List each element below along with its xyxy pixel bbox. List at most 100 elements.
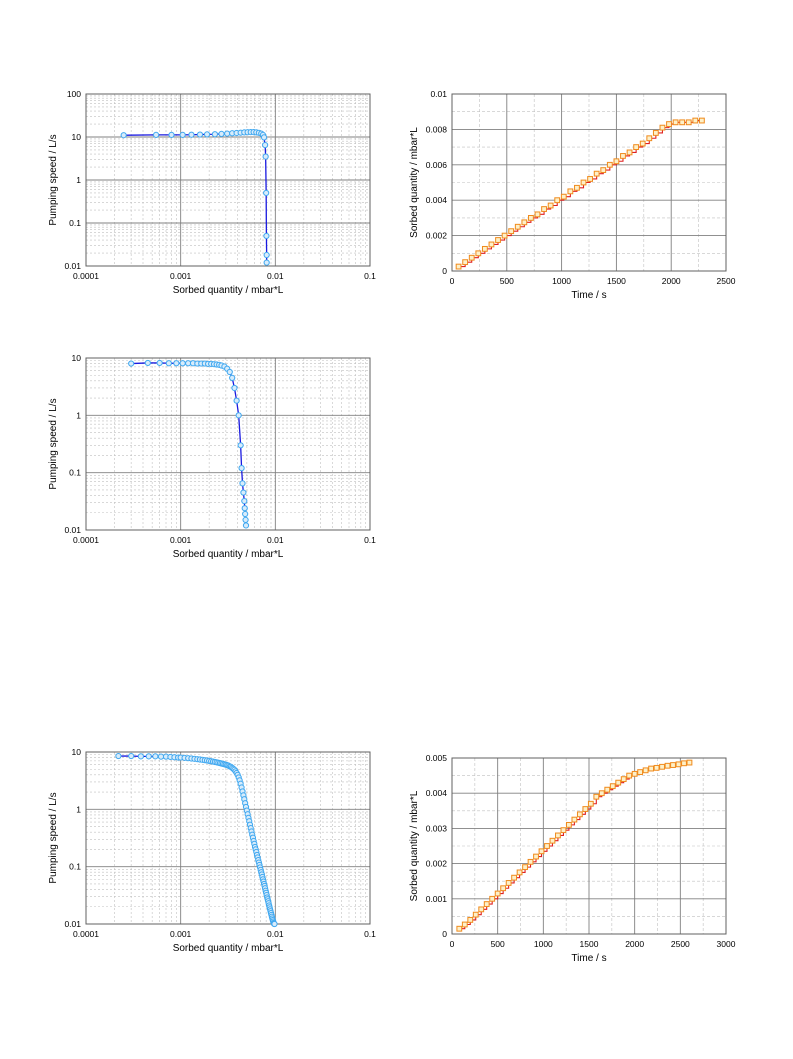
x-tick-label: 0.0001 — [73, 535, 99, 545]
data-point — [221, 761, 228, 768]
data-point — [266, 904, 273, 911]
data-point — [237, 129, 244, 136]
data-point — [196, 756, 204, 763]
data-point — [253, 848, 260, 856]
y-axis-label: Pumping speed / L/s — [48, 134, 59, 225]
data-point — [263, 891, 270, 899]
data-point — [224, 130, 231, 137]
data-point — [268, 913, 276, 920]
data-point — [566, 821, 572, 828]
data-point — [511, 874, 518, 881]
x-tick-label: 0.01 — [267, 929, 284, 939]
data-point — [218, 362, 225, 369]
data-point — [243, 807, 250, 814]
data-point — [234, 771, 241, 778]
data-point — [670, 762, 676, 768]
data-point — [593, 793, 600, 800]
data-point — [246, 818, 253, 825]
x-axis-label: Sorbed quantity / mbar*L — [173, 943, 284, 954]
x-axis-label: Time / s — [571, 953, 606, 964]
data-point — [221, 363, 228, 370]
data-point — [598, 790, 605, 797]
data-point — [263, 189, 270, 197]
data-point — [179, 360, 186, 367]
y-tick-label: 0.008 — [426, 124, 448, 134]
x-tick-label: 3000 — [717, 939, 736, 949]
data-point — [165, 360, 172, 367]
data-point — [255, 859, 262, 866]
data-point — [587, 176, 593, 182]
data-point — [256, 861, 263, 869]
data-point — [162, 753, 170, 760]
data-point — [215, 759, 222, 766]
data-point — [615, 779, 622, 786]
y-tick-label: 0.002 — [426, 859, 448, 869]
data-point — [587, 800, 594, 807]
x-tick-label: 0.1 — [364, 929, 376, 939]
data-point — [213, 361, 220, 368]
x-tick-label: 1500 — [607, 276, 626, 286]
x-tick-label: 0.1 — [364, 535, 376, 545]
data-point — [167, 753, 174, 761]
plot-frame — [451, 757, 727, 935]
data-point — [664, 762, 671, 769]
data-point — [260, 134, 268, 141]
x-tick-label: 2000 — [625, 939, 644, 949]
data-point — [264, 894, 271, 901]
data-point — [544, 843, 550, 849]
x-tick-label: 0.01 — [267, 271, 284, 281]
data-point — [242, 522, 250, 529]
data-point — [263, 251, 270, 259]
data-point — [199, 756, 206, 763]
data-point — [242, 510, 249, 518]
data-point — [203, 131, 211, 138]
data-point — [259, 131, 267, 138]
data-point — [240, 489, 247, 496]
y-tick-label: 0.01 — [430, 89, 447, 99]
y-tick-label: 0.1 — [69, 218, 81, 228]
data-point — [206, 757, 213, 764]
data-point — [120, 132, 127, 139]
data-point — [196, 131, 204, 138]
data-point — [251, 843, 259, 851]
y-tick-label: 0.1 — [69, 468, 81, 478]
data-point — [250, 129, 257, 136]
data-point — [225, 762, 232, 769]
data-point — [475, 250, 482, 257]
data-point — [547, 202, 554, 209]
data-point — [606, 161, 613, 168]
x-tick-label: 0.001 — [170, 271, 192, 281]
data-point — [609, 783, 616, 790]
data-point — [472, 911, 479, 918]
x-tick-label: 0.01 — [267, 535, 284, 545]
data-point — [244, 811, 251, 818]
data-point — [580, 179, 587, 186]
data-point — [244, 129, 251, 136]
data-point — [560, 193, 567, 200]
x-axis-label: Time / s — [571, 290, 606, 301]
plot-area — [86, 752, 370, 924]
data-point — [258, 869, 265, 876]
data-point — [231, 384, 238, 392]
data-point — [554, 197, 561, 204]
data-point — [613, 158, 620, 165]
y-tick-label: 0.001 — [426, 894, 448, 904]
data-point — [238, 784, 245, 791]
data-point — [571, 816, 578, 823]
series-line — [458, 120, 702, 268]
x-tick-label: 2000 — [662, 276, 681, 286]
data-point — [698, 117, 705, 124]
data-point — [263, 889, 270, 896]
x-tick-label: 1000 — [534, 939, 553, 949]
y-tick-label: 100 — [67, 89, 81, 99]
data-point — [128, 360, 135, 367]
data-point — [692, 117, 699, 124]
data-point — [270, 918, 277, 925]
y-tick-label: 0.01 — [64, 919, 81, 929]
data-point — [259, 876, 267, 883]
data-point — [145, 753, 152, 760]
data-point — [233, 129, 240, 137]
